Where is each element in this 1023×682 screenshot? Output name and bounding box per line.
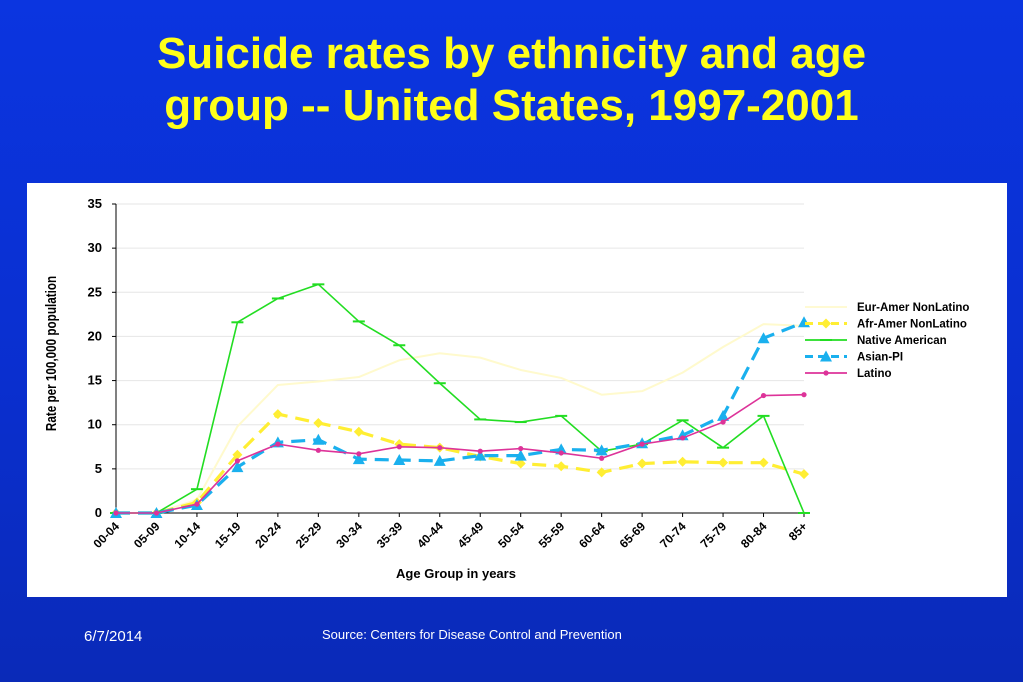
footer-source: Source: Centers for Disease Control and … <box>322 627 622 642</box>
data-point-diamond <box>353 426 364 437</box>
data-point-diamond <box>718 457 729 468</box>
slide-title-line-1: Suicide rates by ethnicity and age <box>156 29 867 78</box>
x-tick-label: 10-14 <box>171 519 203 551</box>
data-point-triangle <box>514 449 527 461</box>
y-axis-title: Rate per 100,000 population <box>43 276 60 431</box>
legend-label: Eur-Amer NonLatino <box>857 302 969 314</box>
series-line <box>116 283 805 514</box>
series-line <box>116 412 805 515</box>
data-point-circle <box>113 510 119 516</box>
y-tick-label: 20 <box>88 328 102 343</box>
data-point-circle <box>234 458 241 464</box>
x-tick-label: 50-54 <box>495 519 527 551</box>
x-tick-label: 35-39 <box>374 519 406 551</box>
y-tick-label: 35 <box>88 196 102 211</box>
series-eur-amer-nonlatino <box>116 323 805 514</box>
x-tick-label: 25-29 <box>293 519 325 551</box>
y-tick-label: 0 <box>95 505 102 520</box>
data-point-circle <box>679 435 686 441</box>
x-tick-label: 30-34 <box>333 519 365 551</box>
legend-item: Asian-PI <box>805 350 903 364</box>
data-point-diamond <box>821 318 831 329</box>
data-point-diamond <box>272 409 283 420</box>
series-line <box>116 320 805 515</box>
data-point-diamond <box>677 456 688 467</box>
data-point-circle <box>194 501 200 507</box>
slide-title: Suicide rates by ethnicity and age group… <box>0 28 1023 132</box>
data-point-circle <box>639 441 645 447</box>
x-tick-label: 70-74 <box>657 519 689 551</box>
data-point-circle <box>396 444 402 450</box>
series-line <box>116 323 805 514</box>
legend-label: Asian-PI <box>857 352 903 364</box>
data-point-circle <box>518 445 524 452</box>
data-point-circle <box>356 451 362 457</box>
data-point-triangle <box>717 409 730 421</box>
legend-item: Eur-Amer NonLatino <box>805 302 969 314</box>
data-point-triangle <box>393 454 406 466</box>
x-axis-title: Age Group in years <box>396 566 516 581</box>
chart-panel: 0 5 10 15 20 25 30 35 00-04 05-09 10-14 15-19 20-24 2… <box>27 183 1007 597</box>
series-line <box>116 393 805 514</box>
data-point-circle <box>760 392 767 399</box>
data-point-diamond <box>232 449 243 460</box>
data-point-diamond <box>515 458 526 469</box>
legend-item: Afr-Amer NonLatino <box>805 318 967 331</box>
data-point-triangle <box>474 449 487 461</box>
legend-label: Latino <box>857 368 892 380</box>
data-point-triangle <box>433 454 446 466</box>
data-point-triangle <box>595 444 608 456</box>
data-point-circle <box>153 510 160 516</box>
y-tick-label: 15 <box>88 373 102 388</box>
x-tick-label: 85+ <box>786 519 810 543</box>
y-tick-label: 5 <box>95 461 102 476</box>
y-tick-label: 10 <box>88 417 102 432</box>
x-tick-label: 75-79 <box>698 519 730 551</box>
legend-label: Native American <box>857 335 947 347</box>
data-point-diamond <box>596 467 607 478</box>
data-point-circle <box>437 445 443 451</box>
data-point-circle <box>558 450 564 456</box>
data-point-triangle <box>820 350 832 362</box>
data-point-diamond <box>637 458 648 469</box>
slide-title-line-2: group -- United States, 1997-2001 <box>164 81 859 130</box>
x-tick-label: 80-84 <box>738 519 770 551</box>
x-tick-label: 45-49 <box>455 519 487 551</box>
footer-date: 6/7/2014 <box>84 628 143 645</box>
data-point-triangle <box>757 332 770 344</box>
legend-item: Native American <box>805 335 947 347</box>
data-point-triangle <box>352 453 365 465</box>
data-point-diamond <box>313 417 324 428</box>
data-point-circle <box>315 447 321 453</box>
x-tick-label: 60-64 <box>576 519 608 551</box>
series-latino <box>113 392 807 516</box>
x-tick-label: 00-04 <box>91 519 123 551</box>
x-tick-label: 20-24 <box>252 519 284 551</box>
data-point-circle <box>720 419 726 425</box>
data-point-triangle <box>798 316 810 328</box>
data-point-circle <box>823 370 829 376</box>
legend-label: Afr-Amer NonLatino <box>857 319 967 331</box>
x-tick-label: 65-69 <box>617 519 649 551</box>
data-point-circle <box>801 392 807 398</box>
line-chart: 0 5 10 15 20 25 30 35 00-04 05-09 10-14 15-19 20-24 2… <box>43 196 970 581</box>
data-point-diamond <box>758 457 769 468</box>
data-point-triangle <box>231 461 244 473</box>
y-tick-label: 30 <box>88 240 102 255</box>
x-tick-label: 05-09 <box>131 519 163 551</box>
data-point-triangle <box>555 443 568 455</box>
data-point-diamond <box>799 469 809 480</box>
legend-item: Latino <box>805 368 892 380</box>
x-tick-label: 40-44 <box>414 519 446 551</box>
data-point-circle <box>599 455 605 461</box>
data-point-circle <box>477 448 483 454</box>
data-point-circle <box>275 441 281 447</box>
data-point-diamond <box>556 461 567 472</box>
x-tick-label: 55-59 <box>536 519 568 551</box>
data-point-triangle <box>312 433 325 445</box>
y-tick-label: 25 <box>88 284 102 299</box>
x-tick-label: 15-19 <box>212 519 244 551</box>
